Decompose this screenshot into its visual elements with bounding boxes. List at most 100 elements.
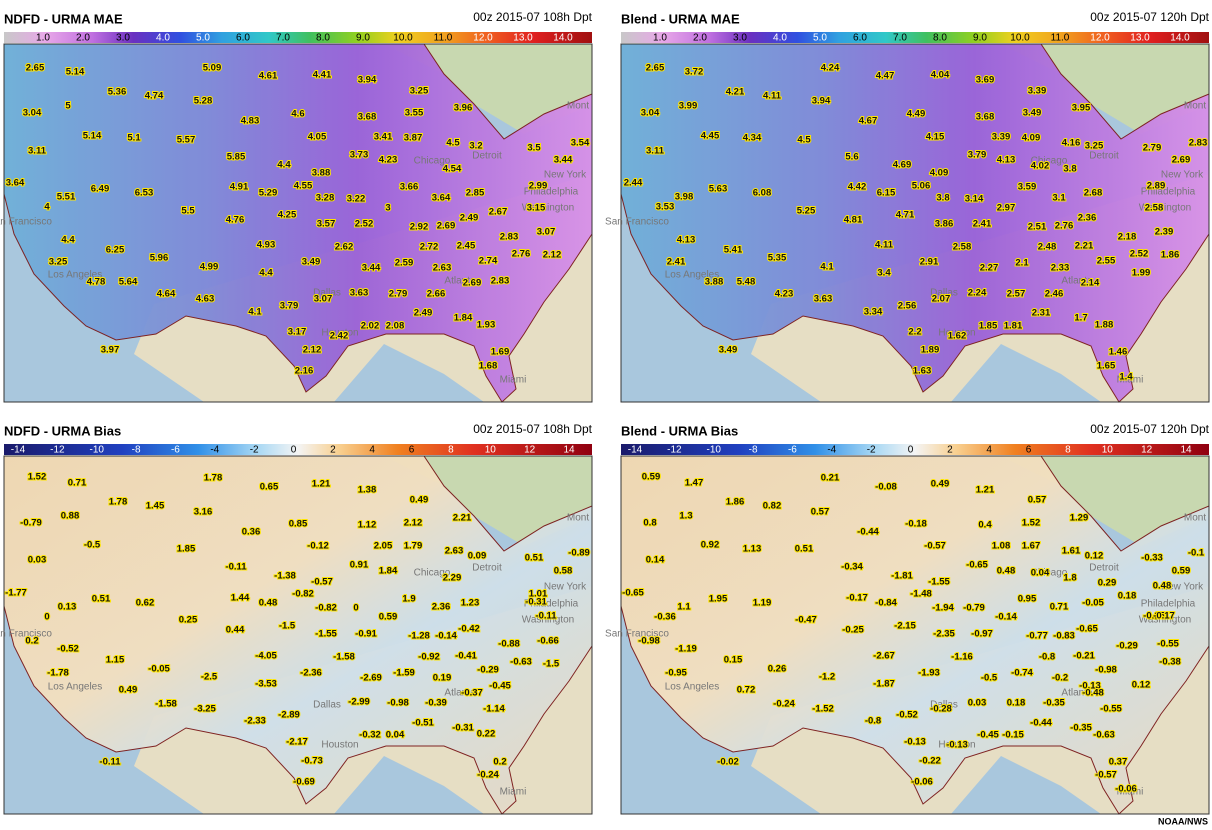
station-value: -0.57 [1095,770,1117,781]
station-value: 3.11 [646,146,665,157]
panel-title: NDFD - URMA Bias [4,423,121,438]
station-value: 3.16 [194,507,213,518]
station-value: 2.89 [1147,181,1166,192]
station-value: 5.96 [150,253,169,264]
station-value: 4.4 [61,235,75,246]
station-value: 1.68 [479,361,498,372]
colorbar-label: 9.0 [973,33,987,44]
city-label: Houston [321,740,358,751]
station-value: 1.38 [358,485,377,496]
station-value: -0.95 [665,668,687,679]
city-label: Detroit [1089,563,1119,574]
station-value: 2.69 [437,221,456,232]
station-value: -0.38 [1159,657,1181,668]
station-value: -0.12 [307,541,329,552]
station-value: 2.72 [420,242,439,253]
station-value: 2.08 [386,321,405,332]
city-label: Mont [1184,101,1206,112]
station-value: 5.64 [119,277,138,288]
station-value: 0.22 [477,729,496,740]
station-value: 0.48 [1153,581,1172,592]
station-value: 1.7 [1074,313,1087,324]
station-value: -0.06 [1115,784,1137,795]
station-value: 1.47 [685,478,704,489]
station-value: 3.63 [350,288,369,299]
station-value: 2.55 [1097,256,1116,267]
station-value: 3.79 [280,301,299,312]
station-value: -1.94 [932,603,954,614]
city-label: Los Angeles [665,270,720,281]
city-label: Miami [500,787,527,798]
station-value: 4.4 [277,160,291,171]
station-value: -1.93 [918,668,940,679]
colorbar-label: 5.0 [813,33,827,44]
station-value: 2.65 [26,63,45,74]
colorbar-label: 8.0 [316,33,330,44]
station-value: 0.03 [968,698,987,709]
station-value: 2.62 [335,242,354,253]
colorbar-label: 1.0 [653,33,667,44]
city-label: Atlanta [444,688,476,699]
colorbar-label: 10 [485,445,497,456]
station-value: -0.08 [875,482,897,493]
city-label: Washington [522,615,574,626]
station-value: 4.64 [157,289,176,300]
station-value: 2.67 [489,207,508,218]
station-value: 1.84 [379,566,398,577]
panel: Blend - URMA MAE 00z 2015-07 120h Dpt 1.0 2… [605,10,1210,403]
station-value: 3.1 [1052,193,1066,204]
station-value: 0.04 [386,730,405,741]
station-value: 0 [44,612,49,623]
station-value: -0.2 [1052,673,1068,684]
station-value: -0.51 [412,718,434,729]
station-value: -0.52 [57,644,79,655]
station-value: 2.76 [1055,221,1074,232]
colorbar-label: 4.0 [156,33,170,44]
station-value: 3.79 [968,150,987,161]
station-value: -0.91 [355,629,377,640]
station-value: 2.52 [355,219,374,230]
station-value: 5.14 [83,131,102,142]
station-value: -2.15 [894,621,916,632]
station-value: 0.14 [646,555,665,566]
station-value: 0.95 [1018,594,1037,605]
station-value: 0.71 [1050,602,1069,613]
station-value: -0.52 [896,710,918,721]
station-value: 3.86 [935,219,954,230]
station-value: 3.59 [1018,182,1037,193]
station-value: 3.57 [317,219,336,230]
station-value: -1.87 [873,679,895,690]
station-value: 6.25 [106,245,125,256]
city-label: Chicago [1031,156,1068,167]
station-value: -0.44 [1030,718,1052,729]
colorbar-label: 1.0 [36,33,50,44]
station-value: 1.81 [1004,321,1023,332]
station-value: 5.36 [108,87,127,98]
station-value: 2.24 [968,288,987,299]
station-value: 3 [385,203,390,214]
station-value: 2.49 [414,308,433,319]
station-value: 0.13 [58,602,77,613]
station-value: 5.57 [177,135,196,146]
station-value: 2.76 [512,249,531,260]
station-value: 4.16 [1062,138,1081,149]
station-value: 4.99 [200,262,219,273]
city-label: San Francisco [605,629,669,640]
station-value: 5.5 [181,206,195,217]
station-value: 2.21 [1075,241,1094,252]
station-value: 3.49 [719,345,738,356]
station-value: 3.25 [1085,141,1104,152]
station-value: -0.02 [717,757,739,768]
station-value: 0.15 [724,655,743,666]
station-value: 5.35 [768,253,787,264]
city-label: Houston [321,328,358,339]
station-value: 2.14 [1081,278,1100,289]
station-value: 4.11 [875,240,894,251]
colorbar-label: 11.0 [1051,33,1070,44]
station-value: 5 [65,101,71,112]
station-value: 4.15 [926,132,945,143]
colorbar-label: 12.0 [473,33,493,44]
colorbar-label: 4.0 [773,33,787,44]
